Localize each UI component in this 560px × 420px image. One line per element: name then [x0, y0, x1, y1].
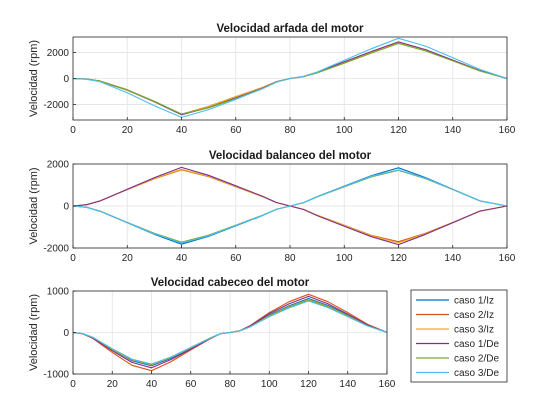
- y-axis-label: Velocidad (rpm): [28, 294, 40, 371]
- y-tick-label: 1000: [47, 287, 70, 298]
- x-tick-label: 100: [336, 253, 353, 264]
- x-tick-label: 140: [444, 125, 461, 136]
- chart-title: Velocidad balanceo del motor: [209, 150, 372, 162]
- y-axis-label: Velocidad (rpm): [28, 167, 40, 244]
- series-line-4: [73, 166, 507, 246]
- series-line-6: [73, 300, 387, 365]
- x-tick-label: 60: [185, 379, 197, 390]
- x-tick-label: 0: [70, 379, 76, 390]
- legend-item: caso 3/De: [416, 368, 499, 379]
- legend-item: caso 2/De: [416, 354, 499, 365]
- chart-panel-2: 0 20 40 60 80 100 120 140 160-200002000Velocidad…: [28, 150, 516, 264]
- series-line-6: [73, 169, 507, 244]
- x-tick-label: 0: [70, 253, 76, 264]
- x-tick-label: 40: [176, 253, 188, 264]
- legend-item: caso 2/Iz: [416, 310, 494, 321]
- x-tick-label: 60: [230, 125, 242, 136]
- panels: 0 20 40 60 80 100 120 140 160-200002000Velocidad…: [28, 23, 516, 390]
- series-line-6: [73, 37, 507, 118]
- series-group: [73, 293, 387, 372]
- y-tick-label: 2000: [47, 48, 70, 59]
- y-tick-label: -2000: [43, 100, 69, 111]
- x-tick-label: 160: [379, 379, 396, 390]
- y-tick-label: 0: [63, 328, 69, 339]
- x-tick-label: 140: [444, 253, 461, 264]
- x-tick-label: 80: [224, 379, 236, 390]
- legend-label: caso 1/De: [454, 339, 499, 350]
- x-tick-label: 20: [122, 125, 134, 136]
- legend-item: caso 3/Iz: [416, 325, 494, 336]
- chart-title: Velocidad arfada del motor: [217, 23, 365, 35]
- legend: caso 1/Iz caso 2/Iz caso 3/Iz caso 1/De caso…: [410, 289, 508, 383]
- series-group: [73, 166, 507, 246]
- x-tick-label: 160: [499, 125, 516, 136]
- legend-box: [410, 289, 508, 383]
- series-group: [73, 37, 507, 118]
- y-tick-label: 0: [63, 74, 69, 85]
- y-tick-label: 0: [63, 202, 69, 213]
- y-axis-label: Velocidad (rpm): [28, 40, 40, 117]
- legend-label: caso 3/Iz: [454, 325, 494, 336]
- legend-label: caso 2/De: [454, 354, 499, 365]
- x-tick-label: 60: [230, 253, 242, 264]
- x-tick-label: 120: [390, 125, 407, 136]
- x-tick-label: 80: [284, 253, 296, 264]
- x-tick-label: 160: [499, 253, 516, 264]
- legend-item: caso 1/Iz: [416, 296, 494, 307]
- chart-title: Velocidad cabeceo del motor: [151, 277, 310, 289]
- x-tick-label: 140: [339, 379, 356, 390]
- y-tick-label: -1000: [43, 370, 69, 381]
- x-tick-label: 120: [390, 253, 407, 264]
- chart-panel-1: 0 20 40 60 80 100 120 140 160 -2000 0 2000 Velocidad…: [28, 23, 516, 136]
- x-tick-label: 120: [300, 379, 317, 390]
- chart-panel-3: 0 20 40 60 80 100 120 140 160-100001000Velocidad…: [28, 277, 396, 390]
- x-tick-label: 40: [146, 379, 158, 390]
- legend-label: caso 2/Iz: [454, 310, 494, 321]
- x-tick-label: 20: [107, 379, 119, 390]
- legend-item: caso 1/De: [416, 339, 499, 350]
- legend-label: caso 1/Iz: [454, 296, 494, 307]
- legend-label: caso 3/De: [454, 368, 499, 379]
- x-tick-label: 80: [284, 125, 296, 136]
- x-tick-label: 100: [336, 125, 353, 136]
- x-tick-label: 20: [122, 253, 134, 264]
- x-tick-label: 0: [70, 125, 76, 136]
- x-tick-label: 40: [176, 125, 188, 136]
- y-tick-label: -2000: [43, 244, 69, 255]
- y-tick-label: 2000: [47, 160, 70, 171]
- x-tick-label: 100: [261, 379, 278, 390]
